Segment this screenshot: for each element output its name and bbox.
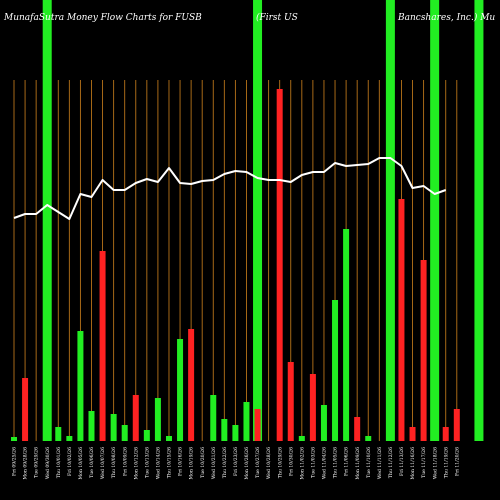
x-tick-label: Wed 10/14/26 bbox=[156, 447, 162, 479]
x-tick-label: Mon 10/05/26 bbox=[78, 447, 84, 480]
money-flow-bar bbox=[77, 331, 84, 441]
x-tick-label: Thu 11/05/26 bbox=[333, 447, 339, 478]
x-tick-label: Thu 10/22/26 bbox=[222, 447, 228, 478]
x-tick-label: Fri 10/23/26 bbox=[233, 447, 239, 476]
money-flow-bar bbox=[11, 437, 17, 441]
x-tick-label: Mon 10/19/26 bbox=[189, 447, 195, 480]
chart-title-part-2: (First US bbox=[256, 12, 298, 23]
chart-title-part-3: Bancshares, Inc.) Mu bbox=[397, 12, 495, 23]
x-tick-label: Tue 10/20/26 bbox=[200, 447, 206, 478]
money-flow-bar bbox=[420, 260, 427, 441]
x-tick-label: Wed 11/18/26 bbox=[432, 447, 438, 479]
x-tick-label: Wed 11/11/26 bbox=[377, 447, 383, 479]
money-flow-bar bbox=[221, 419, 228, 441]
x-tick-label: Mon 11/16/26 bbox=[410, 447, 416, 480]
money-flow-bar bbox=[243, 402, 250, 441]
money-flow-bar bbox=[332, 300, 339, 441]
bar-series bbox=[11, 89, 460, 441]
x-tick-label: Tue 10/27/26 bbox=[255, 447, 261, 478]
money-flow-bar bbox=[309, 374, 316, 441]
money-flow-bar bbox=[442, 427, 449, 441]
money-flow-bar bbox=[99, 251, 106, 441]
money-flow-bar bbox=[110, 414, 117, 441]
money-flow-bar bbox=[276, 89, 283, 441]
x-tick-label: Mon 10/26/26 bbox=[244, 447, 250, 480]
money-flow-bar bbox=[154, 398, 161, 441]
money-flow-bar bbox=[365, 436, 372, 441]
x-tick-label: Mon 09/28/26 bbox=[23, 447, 29, 480]
x-tick-label: Wed 09/30/26 bbox=[45, 447, 51, 479]
x-tick-label: Mon 10/12/26 bbox=[133, 447, 139, 480]
x-tick-label: Thu 10/01/26 bbox=[56, 447, 62, 478]
x-tick-label: Thu 11/19/26 bbox=[443, 447, 449, 478]
money-flow-bar bbox=[22, 378, 29, 441]
x-tick-label: Fri 10/16/26 bbox=[178, 447, 184, 476]
x-tick-label: Tue 11/03/26 bbox=[310, 447, 316, 478]
x-tick-label: Wed 10/21/26 bbox=[211, 447, 217, 479]
x-tick-label: Wed 11/04/26 bbox=[322, 447, 328, 479]
money-flow-bar bbox=[132, 395, 139, 441]
money-flow-bar bbox=[232, 425, 239, 441]
x-tick-label: Tue 11/10/26 bbox=[366, 447, 372, 478]
money-flow-bar bbox=[320, 405, 327, 441]
money-flow-bar bbox=[121, 425, 128, 441]
money-flow-bar bbox=[409, 427, 416, 441]
money-flow-bar bbox=[298, 436, 305, 441]
x-tick-label: Fri 11/13/26 bbox=[399, 447, 405, 476]
x-tick-label: Wed 10/28/26 bbox=[266, 447, 272, 479]
money-flow-bar bbox=[188, 329, 195, 441]
money-flow-bar bbox=[387, 313, 394, 441]
highlight-column bbox=[430, 0, 440, 441]
money-flow-bar bbox=[343, 229, 350, 441]
money-flow-bar bbox=[354, 417, 361, 441]
money-flow-bar bbox=[177, 339, 184, 441]
x-tick-label: Thu 10/29/26 bbox=[277, 447, 283, 478]
x-axis-labels: Fri 09/25/26 Mon 09/28/26 Tue 09/29/26 Wed … bbox=[12, 447, 461, 480]
money-flow-bar bbox=[287, 362, 294, 441]
money-flow-bar bbox=[165, 436, 172, 441]
money-flow-bar bbox=[453, 409, 460, 441]
x-tick-label: Thu 10/15/26 bbox=[167, 447, 173, 478]
money-flow-bar bbox=[66, 436, 73, 441]
x-tick-label: Fri 10/30/26 bbox=[288, 447, 294, 476]
chart-title-part-1: MunafaSutra Money Flow Charts for FUSB bbox=[3, 13, 202, 23]
highlight-columns bbox=[42, 0, 484, 441]
money-flow-bar bbox=[398, 199, 405, 441]
highlight-column bbox=[253, 0, 263, 441]
highlight-column bbox=[385, 0, 395, 441]
money-flow-bar bbox=[55, 427, 62, 441]
x-tick-label: Thu 10/08/26 bbox=[111, 447, 117, 478]
highlight-column bbox=[474, 0, 484, 441]
highlight-column bbox=[42, 0, 52, 441]
x-tick-label: Thu 11/12/26 bbox=[388, 447, 394, 478]
money-flow-bar bbox=[88, 411, 95, 441]
money-flow-bar bbox=[210, 395, 217, 441]
x-tick-label: Tue 10/06/26 bbox=[89, 447, 95, 478]
money-flow-bar bbox=[431, 390, 438, 441]
x-tick-label: Tue 11/17/26 bbox=[421, 447, 427, 478]
x-tick-label: Fri 11/20/26 bbox=[454, 447, 460, 476]
x-tick-label: Tue 09/29/26 bbox=[34, 447, 40, 478]
money-flow-bar bbox=[143, 430, 150, 441]
x-tick-label: Fri 11/06/26 bbox=[344, 447, 350, 476]
x-tick-label: Tue 10/13/26 bbox=[144, 447, 150, 478]
x-tick-label: Wed 10/07/26 bbox=[100, 447, 106, 479]
money-flow-bar bbox=[254, 409, 261, 441]
x-tick-label: Fri 10/02/26 bbox=[67, 447, 73, 476]
x-tick-label: Mon 11/09/26 bbox=[355, 447, 361, 480]
x-tick-label: Fri 10/09/26 bbox=[122, 447, 128, 476]
x-tick-label: Mon 11/02/26 bbox=[299, 447, 305, 480]
money-flow-line bbox=[13, 157, 447, 220]
x-tick-label: Fri 09/25/26 bbox=[12, 447, 18, 476]
